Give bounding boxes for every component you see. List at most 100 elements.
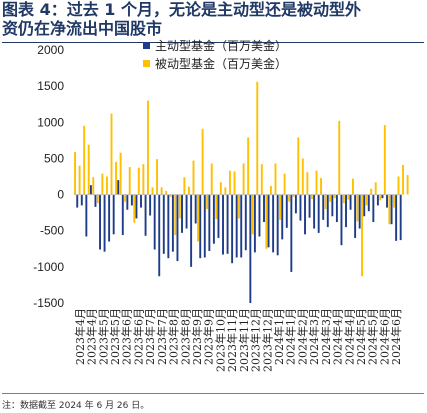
passive-bar bbox=[269, 185, 272, 195]
passive-bar bbox=[110, 113, 113, 195]
active-bar bbox=[181, 194, 183, 233]
active-bar bbox=[340, 194, 343, 246]
passive-bar bbox=[78, 165, 81, 195]
active-bar bbox=[85, 194, 88, 237]
y-tick-label: 0 bbox=[57, 188, 64, 202]
title-divider bbox=[2, 42, 424, 43]
passive-bar bbox=[178, 194, 181, 219]
active-bar bbox=[240, 194, 243, 258]
y-tick-label: 500 bbox=[44, 151, 64, 165]
x-tick-label: 2024年1月 bbox=[272, 308, 286, 365]
y-tick-label: -500 bbox=[40, 224, 64, 238]
active-bar bbox=[317, 194, 320, 233]
passive-bar bbox=[274, 163, 277, 195]
y-tick-label: 2000 bbox=[37, 43, 64, 57]
passive-bar bbox=[105, 176, 108, 195]
passive-bar bbox=[215, 194, 218, 220]
passive-bar bbox=[251, 194, 254, 235]
passive-fund-series bbox=[74, 81, 409, 277]
passive-bar bbox=[142, 164, 145, 195]
active-bar bbox=[149, 194, 152, 216]
active-bar bbox=[313, 194, 316, 229]
passive-bar bbox=[92, 177, 95, 195]
active-bar bbox=[135, 194, 138, 219]
passive-bar bbox=[228, 170, 231, 195]
active-bar bbox=[126, 194, 129, 210]
passive-bar bbox=[320, 177, 322, 195]
passive-bar bbox=[83, 125, 86, 195]
active-bar bbox=[167, 194, 170, 259]
active-bar bbox=[235, 194, 238, 258]
x-axis: 2023年4月2023年4月2023年5月2023年5月2023年6月2023年… bbox=[73, 308, 403, 372]
passive-bar bbox=[392, 194, 395, 208]
active-bar bbox=[363, 194, 366, 217]
chart-title-line-2: 资仍在净流出中国股市 bbox=[2, 19, 163, 38]
active-bar bbox=[367, 194, 370, 212]
passive-bar bbox=[256, 81, 259, 195]
active-legend-swatch bbox=[143, 42, 150, 49]
passive-bar bbox=[219, 182, 222, 195]
passive-bar bbox=[265, 194, 268, 249]
active-bar bbox=[244, 194, 247, 251]
x-tick-label: 2023年8月 bbox=[167, 308, 181, 365]
x-tick-label: 2023年5月 bbox=[96, 308, 110, 365]
x-tick-label: 2023年6月 bbox=[120, 308, 134, 365]
active-bar bbox=[263, 194, 265, 223]
y-tick-label: -1500 bbox=[33, 296, 64, 310]
active-bar bbox=[89, 185, 92, 195]
legend: 主动型基金（百万美金） 被动型基金（百万美金） bbox=[143, 38, 287, 71]
active-bar bbox=[185, 194, 188, 229]
active-fund-series bbox=[76, 180, 402, 303]
passive-bar bbox=[96, 194, 99, 204]
x-tick-label: 2023年7月 bbox=[155, 308, 169, 365]
active-bar bbox=[140, 194, 142, 208]
passive-bar bbox=[388, 194, 391, 225]
passive-bar bbox=[361, 194, 363, 277]
y-axis: -1500 -1000 -500 0 500 1000 1500 2000 bbox=[33, 43, 64, 310]
active-bar bbox=[130, 194, 133, 206]
active-bar bbox=[176, 194, 179, 262]
chart-title: 图表 4：过去 1 个月，无论是主动型还是被动型外 资仍在净流出中国股市 bbox=[2, 0, 424, 38]
passive-bar bbox=[288, 194, 291, 202]
x-tick-label: 2024年1月 bbox=[284, 308, 298, 365]
active-bar bbox=[158, 194, 161, 277]
x-tick-label: 2023年12月 bbox=[249, 308, 263, 372]
active-bar bbox=[253, 194, 256, 253]
active-bar bbox=[354, 194, 357, 238]
active-bar bbox=[212, 194, 215, 244]
active-bar bbox=[331, 194, 334, 217]
active-bar bbox=[94, 194, 97, 207]
active-bar bbox=[272, 194, 275, 253]
passive-bar bbox=[292, 194, 295, 197]
active-bar bbox=[290, 194, 293, 272]
passive-bar bbox=[165, 190, 168, 195]
passive-bar bbox=[224, 187, 227, 195]
x-tick-label: 2023年4月 bbox=[73, 308, 87, 365]
x-tick-label: 2024年4月 bbox=[331, 308, 345, 365]
active-bar bbox=[349, 194, 352, 210]
passive-bar bbox=[306, 172, 309, 195]
passive-bar bbox=[137, 167, 140, 195]
passive-bar bbox=[174, 194, 177, 236]
x-tick-label: 2023年11月 bbox=[225, 308, 239, 372]
passive-bar bbox=[238, 194, 240, 219]
passive-bar bbox=[169, 194, 172, 197]
passive-bar bbox=[333, 194, 336, 199]
active-bar bbox=[153, 194, 156, 250]
x-tick-label: 2024年3月 bbox=[319, 308, 333, 365]
passive-bar bbox=[242, 163, 245, 195]
passive-bar bbox=[402, 164, 404, 195]
active-bar bbox=[80, 194, 83, 206]
passive-bar bbox=[201, 128, 204, 195]
active-bar bbox=[103, 194, 106, 252]
passive-bar bbox=[379, 194, 382, 201]
passive-bar bbox=[310, 194, 313, 199]
x-tick-label: 2024年5月 bbox=[354, 308, 368, 365]
passive-bar bbox=[301, 158, 304, 195]
active-bar bbox=[121, 194, 124, 236]
x-tick-label: 2024年4月 bbox=[342, 308, 356, 365]
active-bar bbox=[376, 194, 379, 206]
active-bar bbox=[76, 194, 79, 208]
passive-bar bbox=[374, 182, 377, 195]
active-bar bbox=[294, 194, 297, 214]
